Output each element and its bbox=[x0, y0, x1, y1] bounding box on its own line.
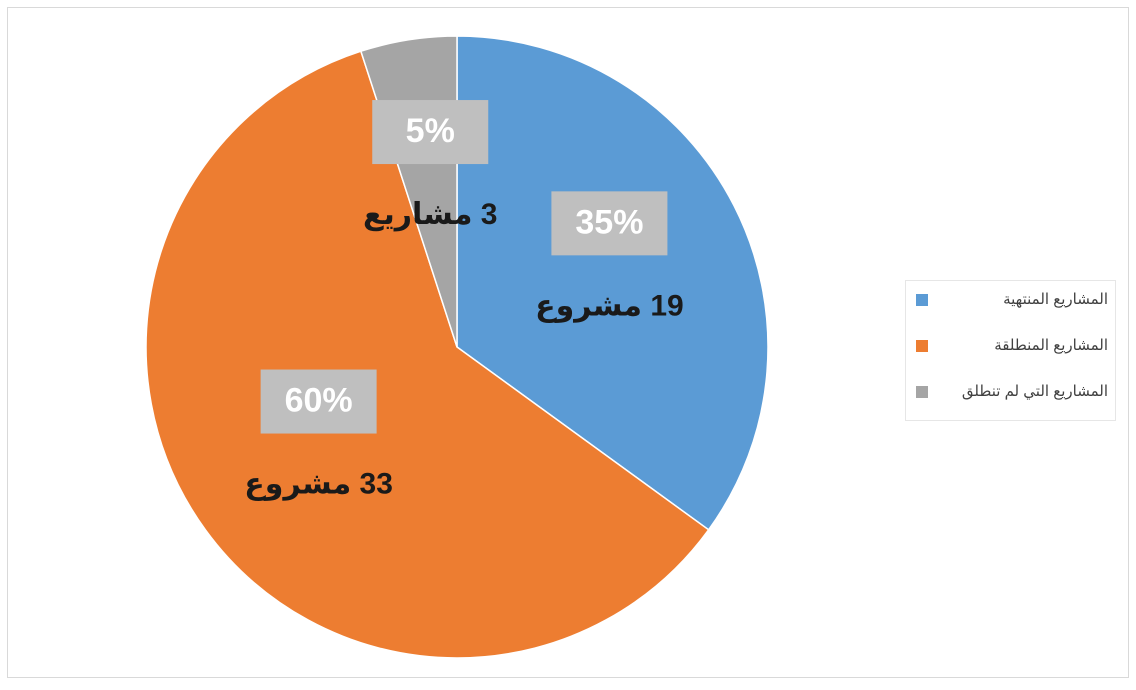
label-box bbox=[372, 100, 489, 165]
legend-swatch bbox=[916, 340, 928, 352]
legend-label: المشاريع التي لم تنطلق bbox=[962, 383, 1108, 401]
legend-swatch bbox=[916, 294, 928, 306]
legend-label: المشاريع المنتهية bbox=[1003, 291, 1108, 308]
data-label: 60% bbox=[285, 382, 353, 420]
count-label: 19 مشروع bbox=[535, 289, 684, 323]
count-label: 33 مشروع bbox=[244, 467, 393, 501]
data-label: 35% bbox=[575, 203, 643, 241]
legend-box bbox=[905, 280, 1116, 421]
count-label: 3 مشاريع bbox=[363, 198, 497, 231]
legend-swatch bbox=[916, 386, 928, 398]
label-box bbox=[551, 191, 668, 256]
pie-slice bbox=[145, 50, 710, 659]
label-box bbox=[260, 369, 377, 434]
legend-label: المشاريع المنطلقة bbox=[994, 337, 1108, 354]
pie-slice bbox=[456, 35, 769, 531]
data-label: 5% bbox=[406, 112, 455, 150]
